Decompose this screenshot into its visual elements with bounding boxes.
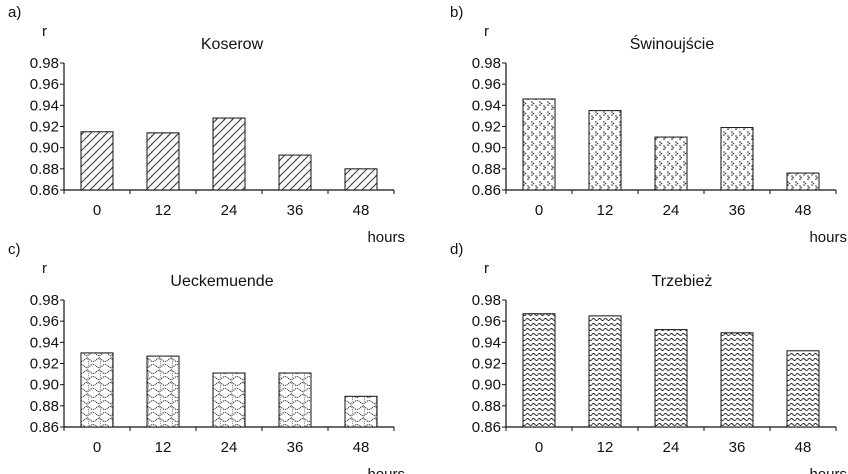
panel-label: a) xyxy=(8,4,22,21)
chart-title: Trzebież xyxy=(651,273,713,290)
y-tick-label: 0.98 xyxy=(472,292,501,309)
bar xyxy=(344,395,378,428)
bar xyxy=(588,315,622,428)
y-tick-label: 0.98 xyxy=(30,55,59,72)
x-tick-label: 0 xyxy=(535,202,543,219)
y-tick-label: 0.94 xyxy=(472,334,501,351)
x-tick-label: 24 xyxy=(663,202,680,219)
bar xyxy=(786,172,820,191)
x-tick-label: 24 xyxy=(221,439,238,456)
x-tick-label: 36 xyxy=(287,439,304,456)
bar xyxy=(654,329,688,428)
chart-panel-a: a) r Koserow 0.98 0.96 0.94 0.92 0.90 0.88 0.8… xyxy=(0,0,424,246)
bar xyxy=(146,355,180,428)
y-tick-label: 0.88 xyxy=(472,161,501,178)
x-tick-label: 12 xyxy=(597,202,614,219)
bar-chart-plot: 0.98 0.96 0.94 0.92 0.90 0.88 0.86 0 12 24 36 48 hou… xyxy=(30,55,405,246)
bar xyxy=(720,332,754,428)
x-axis-label: hours xyxy=(809,229,847,246)
y-axis-label: r xyxy=(484,260,489,277)
bar xyxy=(80,352,114,428)
y-tick-label: 0.88 xyxy=(30,398,59,415)
y-tick-label: 0.90 xyxy=(472,377,501,394)
chart-panel-d: d) r Trzebież 0.98 0.96 0.94 0.92 0.90 0.88 0.… xyxy=(442,237,848,474)
y-tick-label: 0.92 xyxy=(30,356,59,373)
bar-chart-plot: 0.98 0.96 0.94 0.92 0.90 0.88 0.86 0 12 24 36 48 hou… xyxy=(30,292,405,474)
bar xyxy=(522,313,556,428)
y-tick-label: 0.96 xyxy=(30,76,59,93)
y-tick-label: 0.86 xyxy=(472,182,501,199)
x-tick-label: 12 xyxy=(155,439,172,456)
chart-title: Ueckemuende xyxy=(170,273,274,290)
x-tick-label: 36 xyxy=(287,202,304,219)
y-tick-label: 0.86 xyxy=(30,419,59,436)
bar xyxy=(522,98,556,191)
bar xyxy=(212,372,246,428)
panel-label: b) xyxy=(450,4,464,21)
y-axis-label: r xyxy=(42,260,47,277)
y-tick-label: 0.92 xyxy=(30,119,59,136)
x-tick-label: 48 xyxy=(795,202,812,219)
x-tick-label: 12 xyxy=(155,202,172,219)
y-tick-label: 0.88 xyxy=(30,161,59,178)
x-tick-label: 36 xyxy=(729,439,746,456)
y-tick-label: 0.96 xyxy=(472,313,501,330)
y-tick-label: 0.90 xyxy=(30,140,59,157)
bar xyxy=(786,350,820,428)
x-tick-label: 24 xyxy=(221,202,238,219)
x-tick-label: 48 xyxy=(353,439,370,456)
y-axis-label: r xyxy=(42,23,47,40)
bar xyxy=(654,136,688,191)
y-tick-label: 0.88 xyxy=(472,398,501,415)
x-tick-label: 0 xyxy=(93,439,101,456)
y-tick-label: 0.94 xyxy=(30,334,59,351)
bar xyxy=(588,110,622,191)
bar-chart-plot: 0.98 0.96 0.94 0.92 0.90 0.88 0.86 0 12 24 36 48 hou… xyxy=(472,292,847,474)
y-tick-label: 0.96 xyxy=(472,76,501,93)
y-axis-label: r xyxy=(484,23,489,40)
y-tick-label: 0.98 xyxy=(30,292,59,309)
bar xyxy=(278,154,312,191)
bar xyxy=(720,127,754,191)
y-tick-label: 0.92 xyxy=(472,119,501,136)
x-tick-label: 36 xyxy=(729,202,746,219)
y-tick-label: 0.92 xyxy=(472,356,501,373)
bar xyxy=(80,131,114,191)
y-tick-label: 0.96 xyxy=(30,313,59,330)
bar-chart-plot: 0.98 0.96 0.94 0.92 0.90 0.88 0.86 0 12 24 36 48 hou… xyxy=(472,55,847,246)
bar xyxy=(278,372,312,428)
bar xyxy=(344,168,378,191)
x-axis-label: hours xyxy=(809,466,847,474)
y-tick-label: 0.90 xyxy=(472,140,501,157)
x-tick-label: 12 xyxy=(597,439,614,456)
panel-label: d) xyxy=(450,241,464,258)
panel-label: c) xyxy=(8,241,21,258)
x-tick-label: 24 xyxy=(663,439,680,456)
y-tick-label: 0.90 xyxy=(30,377,59,394)
x-axis-label: hours xyxy=(367,229,405,246)
bar xyxy=(146,132,180,191)
chart-title: Koserow xyxy=(200,36,264,53)
y-tick-label: 0.94 xyxy=(472,97,501,114)
x-axis-label: hours xyxy=(367,466,405,474)
chart-panel-c: c) r Ueckemuende 0.98 0.96 0.94 0.92 0.90 0.8… xyxy=(0,237,424,474)
chart-panel-b: b) r Świnoujście 0.98 0.96 0.94 0.92 0.90 0.8… xyxy=(442,0,848,246)
y-tick-label: 0.86 xyxy=(30,182,59,199)
x-tick-label: 48 xyxy=(795,439,812,456)
bar xyxy=(212,117,246,191)
y-tick-label: 0.98 xyxy=(472,55,501,72)
x-tick-label: 0 xyxy=(535,439,543,456)
x-tick-label: 0 xyxy=(93,202,101,219)
chart-title: Świnoujście xyxy=(629,36,715,53)
y-tick-label: 0.94 xyxy=(30,97,59,114)
y-tick-label: 0.86 xyxy=(472,419,501,436)
x-tick-label: 48 xyxy=(353,202,370,219)
